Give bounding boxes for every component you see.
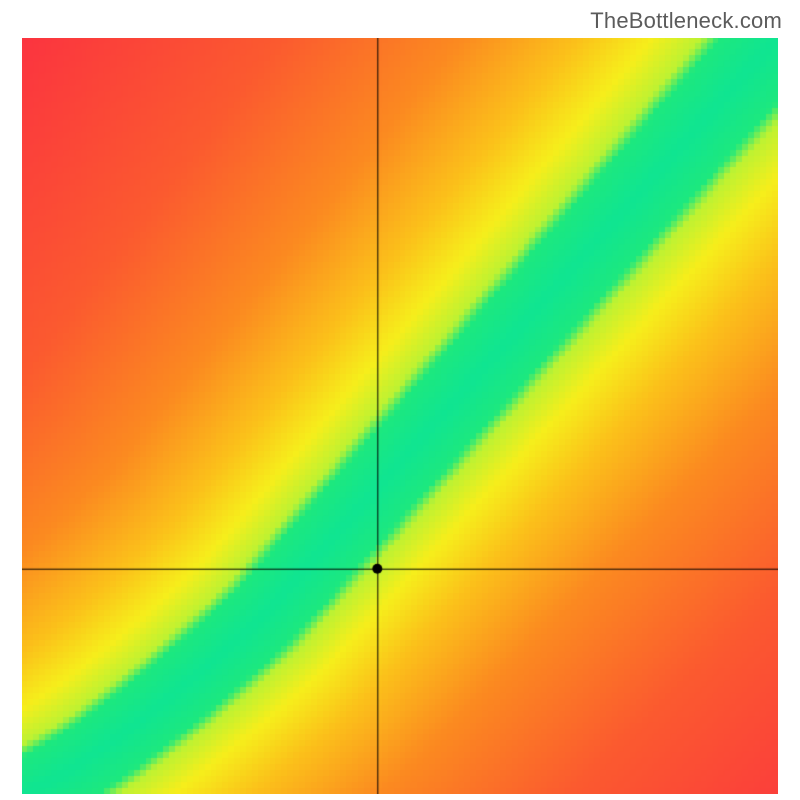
watermark-text: TheBottleneck.com: [590, 8, 782, 34]
bottleneck-heatmap: [22, 38, 778, 794]
